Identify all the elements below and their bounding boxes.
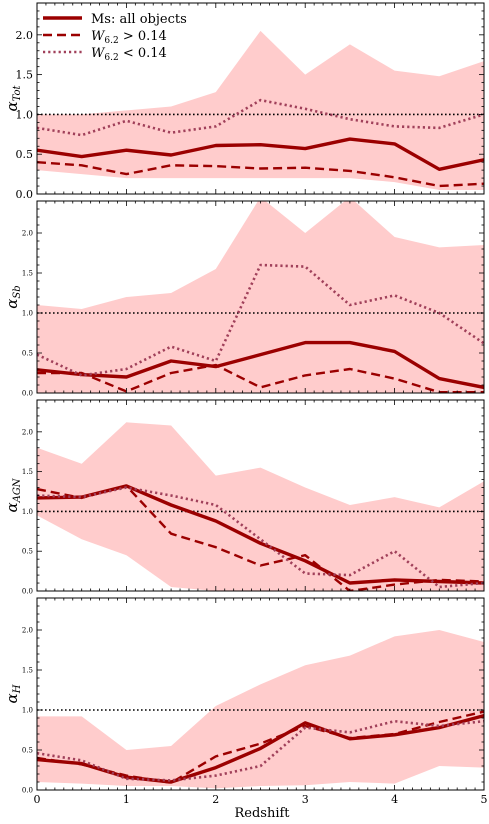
y-tick-label: 2.0 — [16, 29, 34, 42]
y-ticks — [37, 399, 484, 592]
y-axis-subscript: H — [12, 684, 23, 694]
y-tick-label: 2.0 — [22, 230, 33, 238]
x-ticks — [36, 3, 485, 194]
legend-label-w62-lt: W6.2 < 0.14 — [91, 46, 167, 63]
legend-w-symbol: W — [91, 29, 106, 44]
x-ticks — [36, 201, 485, 393]
series-line-dashed — [37, 484, 484, 591]
x-tick-label: 1 — [123, 793, 130, 806]
panels: 0.00.51.01.52.0αTot0.00.51.01.52.0αSb0.0… — [3, 2, 488, 806]
y-tick-label: 1.5 — [16, 69, 34, 82]
scatter-band — [37, 422, 484, 591]
y-axis-label: αTot — [3, 84, 23, 111]
scatter-band — [37, 630, 484, 789]
y-tick-label: 0.5 — [16, 148, 34, 161]
legend-w-subscript: 6.2 — [104, 53, 118, 63]
y-tick-label: 1.5 — [22, 468, 33, 476]
y-axis-label: αSb — [3, 285, 23, 308]
series-line-solid — [37, 340, 484, 390]
series-line-dotted — [37, 98, 484, 137]
y-tick-label: 1.0 — [22, 508, 33, 516]
plot-area — [37, 201, 484, 393]
scatter-band — [37, 30, 484, 191]
series-line-dashed — [37, 710, 484, 784]
legend-label-all-objects: Ms: all objects — [91, 12, 187, 27]
series-line-dotted — [37, 719, 484, 782]
legend-w-condition: > 0.14 — [119, 29, 167, 44]
series-line-dashed — [37, 161, 484, 188]
panel-4: 0.0 0.5 1.0 1.5 2.0 0 1 2 3 4 5 αH — [3, 597, 488, 806]
plot-area — [37, 630, 484, 789]
x-axis-label: Redshift — [234, 806, 290, 821]
y-axis-symbol: α — [3, 299, 21, 309]
panel-1: 0.0 0.5 1.0 1.5 2.0 αTot — [3, 2, 485, 201]
y-tick-label: 1.0 — [22, 310, 33, 318]
y-tick-label: 0.0 — [22, 390, 33, 398]
y-ticks — [37, 2, 484, 195]
x-ticks — [36, 598, 485, 790]
y-tick-label: 0.5 — [22, 548, 33, 556]
y-tick-label: 1.0 — [16, 108, 34, 121]
y-tick-label: 0.0 — [16, 188, 34, 201]
legend: Ms: all objects W6.2 > 0.14 W6.2 < 0.14 — [43, 12, 187, 63]
y-axis-subscript: Sb — [12, 285, 23, 298]
y-ticks — [37, 200, 484, 394]
x-tick-label: 3 — [302, 793, 309, 806]
plot-area — [37, 30, 484, 191]
y-ticks — [37, 597, 484, 791]
x-tick-label: 4 — [391, 793, 398, 806]
x-tick-label: 5 — [481, 793, 488, 806]
y-tick-label: 0.0 — [22, 588, 33, 596]
y-tick-label: 0.0 — [22, 787, 33, 795]
y-axis-subscript: AGN — [12, 477, 23, 503]
y-tick-label: 1.0 — [22, 707, 33, 715]
panel-3: 0.0 0.5 1.0 1.5 2.0 αAGN — [3, 399, 485, 596]
legend-label-w62-gt: W6.2 > 0.14 — [91, 29, 167, 46]
y-tick-label: 1.5 — [22, 667, 33, 675]
y-axis-label: αH — [3, 684, 23, 703]
x-ticks — [36, 400, 485, 591]
y-tick-label: 1.5 — [22, 270, 33, 278]
y-axis-label: αAGN — [3, 477, 23, 512]
legend-w-subscript: 6.2 — [104, 36, 118, 46]
plot-area — [37, 422, 484, 591]
y-axis-symbol: α — [3, 693, 21, 703]
y-tick-label: 2.0 — [22, 627, 33, 635]
scatter-band — [37, 201, 484, 393]
y-tick-label: 0.5 — [22, 747, 33, 755]
y-tick-label: 2.0 — [22, 428, 33, 436]
series-line-dashed — [37, 363, 484, 393]
legend-w-condition: < 0.14 — [119, 46, 167, 61]
x-tick-label: 0 — [34, 793, 41, 806]
y-axis-symbol: α — [3, 101, 21, 111]
panel-2: 0.0 0.5 1.0 1.5 2.0 αSb — [3, 200, 485, 398]
series-line-dotted — [37, 263, 484, 377]
series-line-solid — [37, 137, 484, 172]
y-tick-label: 0.5 — [22, 350, 33, 358]
legend-w-symbol: W — [91, 46, 106, 61]
y-axis-symbol: α — [3, 502, 21, 512]
y-axis-subscript: Tot — [12, 84, 23, 101]
x-tick-label: 2 — [212, 793, 219, 806]
